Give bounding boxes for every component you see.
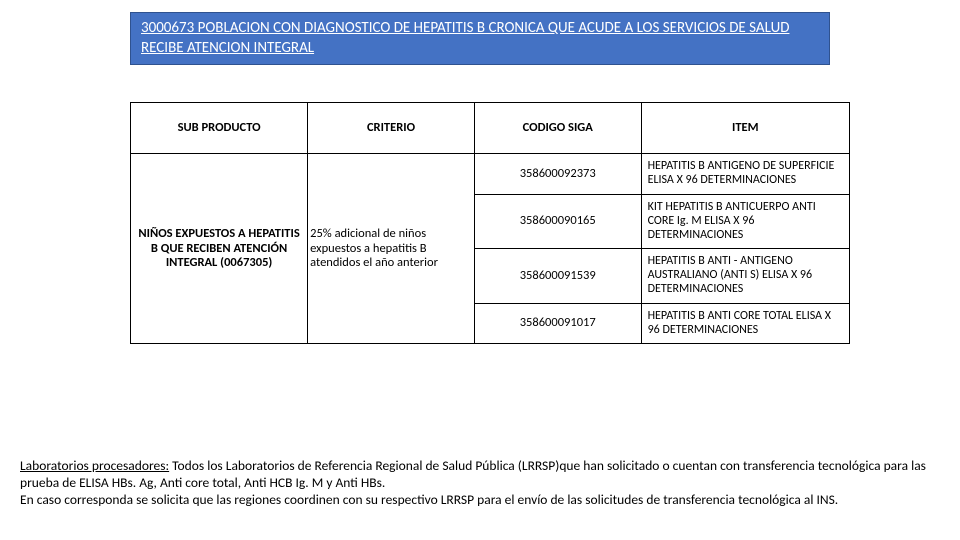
cell-item: HEPATITIS B ANTI CORE TOTAL ELISA X 96 D…	[641, 303, 849, 344]
cell-codigo: 358600091017	[474, 303, 641, 344]
cell-subproducto: NIÑOS EXPUESTOS A HEPATITIS B QUE RECIBE…	[131, 154, 308, 344]
cell-item: KIT HEPATITIS B ANTICUERPO ANTI CORE Ig.…	[641, 194, 849, 248]
data-table: SUB PRODUCTO CRITERIO CODIGO SIGA ITEM N…	[130, 102, 850, 344]
table-container: SUB PRODUCTO CRITERIO CODIGO SIGA ITEM N…	[130, 102, 850, 344]
table-header-row: SUB PRODUCTO CRITERIO CODIGO SIGA ITEM	[131, 103, 850, 154]
cell-criterio: 25% adicional de niños expuestos a hepat…	[308, 154, 475, 344]
cell-codigo: 358600091539	[474, 249, 641, 303]
col-header-subproducto: SUB PRODUCTO	[131, 103, 308, 154]
col-header-criterio: CRITERIO	[308, 103, 475, 154]
header-text: 3000673 POBLACION CON DIAGNOSTICO DE HEP…	[141, 19, 789, 57]
table-row: NIÑOS EXPUESTOS A HEPATITIS B QUE RECIBE…	[131, 154, 850, 195]
cell-item: HEPATITIS B ANTIGENO DE SUPERFICIE ELISA…	[641, 154, 849, 195]
header-box: 3000673 POBLACION CON DIAGNOSTICO DE HEP…	[130, 12, 830, 65]
col-header-item: ITEM	[641, 103, 849, 154]
cell-item: HEPATITIS B ANTI - ANTIGENO AUSTRALIANO …	[641, 249, 849, 303]
cell-codigo: 358600090165	[474, 194, 641, 248]
footer-note: Laboratorios procesadores: Todos los Lab…	[20, 458, 940, 509]
cell-codigo: 358600092373	[474, 154, 641, 195]
col-header-codigo: CODIGO SIGA	[474, 103, 641, 154]
footer-label: Laboratorios procesadores:	[20, 457, 169, 474]
